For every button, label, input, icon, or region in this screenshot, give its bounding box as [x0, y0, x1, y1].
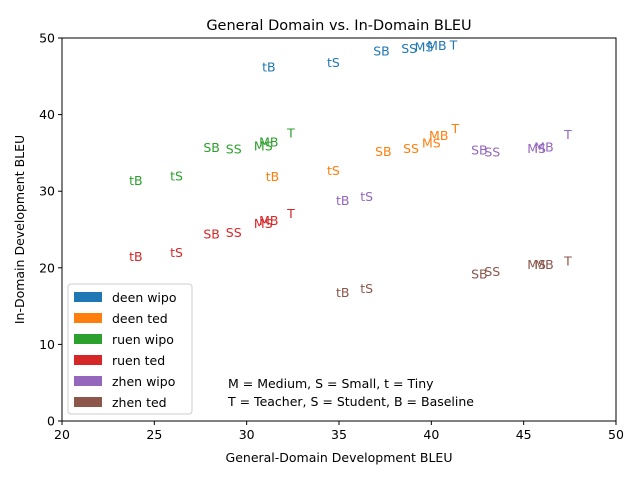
data-point-label: SS: [226, 142, 242, 157]
x-tick-label: 35: [331, 427, 347, 442]
y-tick-label: 10: [39, 337, 55, 352]
x-tick-label: 20: [54, 427, 70, 442]
data-point-label: tS: [170, 245, 183, 260]
data-point-label: SB: [203, 227, 220, 242]
data-point-label: tB: [129, 173, 142, 188]
data-point-label: T: [563, 253, 572, 268]
legend-entry-label: zhen wipo: [112, 374, 175, 389]
data-point-label: tB: [129, 249, 142, 264]
chart-title: General Domain vs. In-Domain BLEU: [206, 18, 471, 34]
y-axis-ticks: 0 10 20 30 40 50: [39, 31, 62, 429]
legend-entry-label: deen ted: [112, 311, 168, 326]
legend-entry-label: ruen wipo: [112, 332, 174, 347]
abbreviation-note-line-1: M = Medium, S = Small, t = Tiny: [228, 376, 434, 391]
data-point-label: SS: [403, 141, 419, 156]
legend-swatch: [74, 376, 102, 386]
data-point-label: MB: [259, 213, 278, 228]
data-point-label: MB: [259, 135, 278, 150]
y-axis-label: In-Domain Development BLEU: [12, 135, 27, 324]
data-point-label: tB: [266, 169, 279, 184]
data-point-label: SB: [471, 142, 488, 157]
legend-swatch: [74, 397, 102, 407]
y-tick-label: 50: [39, 31, 55, 46]
x-axis-ticks: 20 25 30 35 40 45 50: [54, 421, 624, 442]
data-point-label: MS: [254, 216, 273, 231]
legend-entry-label: deen wipo: [112, 290, 177, 305]
data-point-label: tS: [327, 55, 340, 70]
data-point-label: SS: [484, 264, 500, 279]
data-point-label: T: [451, 121, 460, 136]
data-point-label: tS: [360, 281, 373, 296]
legend-entry-label: ruen ted: [112, 353, 165, 368]
data-point-label: tS: [170, 168, 183, 183]
y-tick-label: 40: [39, 107, 55, 122]
data-point-label: T: [563, 127, 572, 142]
y-tick-label: 20: [39, 260, 55, 275]
legend-swatch: [74, 334, 102, 344]
data-point-label: SS: [401, 41, 417, 56]
legend-swatch: [74, 292, 102, 302]
data-point-label: MS: [415, 40, 434, 55]
legend: deen wipo deen ted ruen wipo ruen ted zhen w…: [67, 283, 193, 415]
data-point-label: SB: [373, 44, 390, 59]
legend-swatch: [74, 313, 102, 323]
y-tick-label: 30: [39, 184, 55, 199]
data-point-label: tB: [336, 193, 349, 208]
data-point-label: T: [286, 206, 295, 221]
data-point-label: MB: [534, 139, 553, 154]
data-point-label: tS: [360, 189, 373, 204]
data-point-label: MS: [254, 139, 273, 154]
data-point-label: SB: [203, 140, 220, 155]
x-axis-label: General-Domain Development BLEU: [226, 450, 453, 465]
x-tick-label: 25: [146, 427, 162, 442]
x-tick-label: 40: [423, 427, 439, 442]
data-point-label: MB: [429, 128, 448, 143]
x-tick-label: 45: [516, 427, 532, 442]
legend-entry-label: zhen ted: [112, 395, 167, 410]
data-point-label: T: [449, 37, 458, 52]
x-tick-label: 30: [239, 427, 255, 442]
data-point-label: T: [286, 125, 295, 140]
abbreviation-note-line-2: T = Teacher, S = Student, B = Baseline: [227, 394, 474, 409]
data-point-label: tS: [327, 163, 340, 178]
data-point-label: SS: [484, 145, 500, 160]
abbreviation-note: M = Medium, S = Small, t = Tiny T = Teac…: [227, 376, 474, 409]
data-point-label: SB: [375, 144, 392, 159]
data-point-label: MB: [534, 257, 553, 272]
data-point-label: MB: [427, 38, 446, 53]
data-point-label: MS: [527, 257, 546, 272]
legend-swatch: [74, 355, 102, 365]
data-point-label: MS: [422, 135, 441, 150]
y-tick-label: 0: [47, 414, 55, 429]
data-point-label: MS: [527, 141, 546, 156]
data-point-label: tB: [262, 60, 275, 75]
data-point-label: SB: [471, 266, 488, 281]
data-point-label: tB: [336, 285, 349, 300]
x-tick-label: 50: [608, 427, 624, 442]
data-point-label: SS: [226, 225, 242, 240]
